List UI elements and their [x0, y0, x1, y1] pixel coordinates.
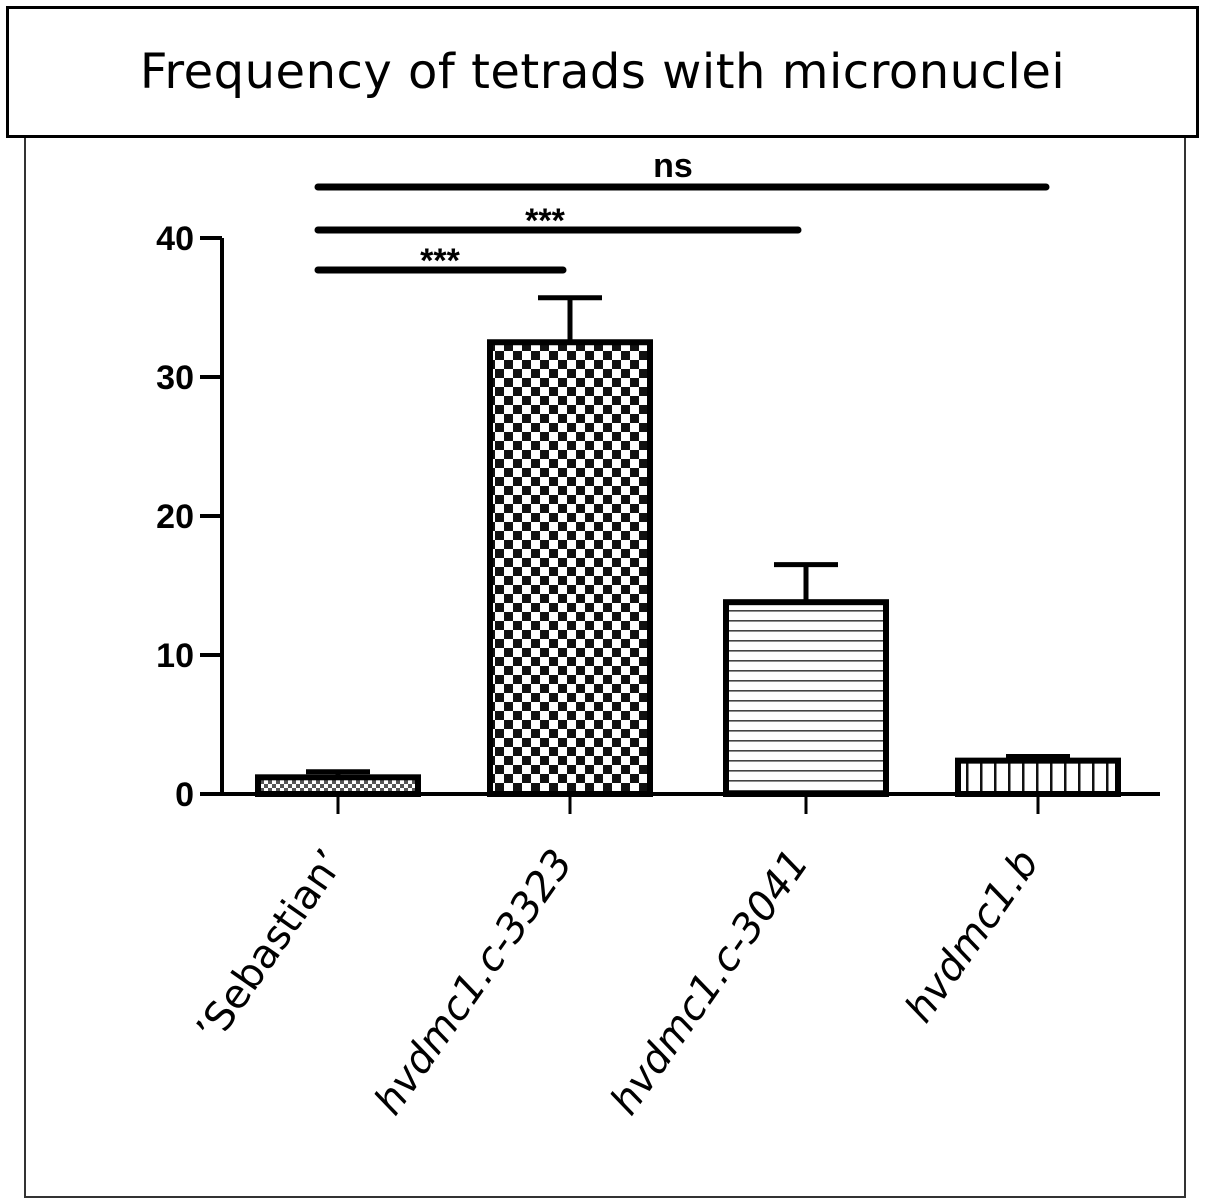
- title-box: Frequency of tetrads with micronuclei: [6, 6, 1199, 138]
- significance-brackets: *** *** ns: [314, 147, 1050, 280]
- category-labels: ’Sebastian’ hvdmc1.c-3323 hvdmc1.c-3041 hvd…: [188, 841, 1048, 1123]
- significance-label: ***: [525, 202, 565, 240]
- bar: [723, 599, 889, 797]
- category-label: ’Sebastian’: [188, 841, 353, 1050]
- bars: [255, 295, 1121, 798]
- category-label: hvdmc1.c-3041: [602, 841, 819, 1123]
- y-tick-label: 10: [156, 637, 194, 675]
- category-label: hvdmc1.b: [896, 841, 1048, 1030]
- axes: 0 10 20 30 40: [156, 220, 1160, 814]
- bar: [487, 339, 653, 797]
- y-tick-label: 40: [156, 220, 194, 258]
- category-label: hvdmc1.c-3323: [366, 841, 583, 1123]
- significance-label: ns: [653, 147, 693, 185]
- y-tick-label: 30: [156, 359, 194, 397]
- bar: [255, 774, 421, 798]
- y-tick-label: 0: [175, 776, 194, 814]
- significance-label: ***: [420, 242, 460, 280]
- y-tick-label: 20: [156, 498, 194, 536]
- bar: [955, 757, 1121, 798]
- chart-title: Frequency of tetrads with micronuclei: [139, 44, 1066, 100]
